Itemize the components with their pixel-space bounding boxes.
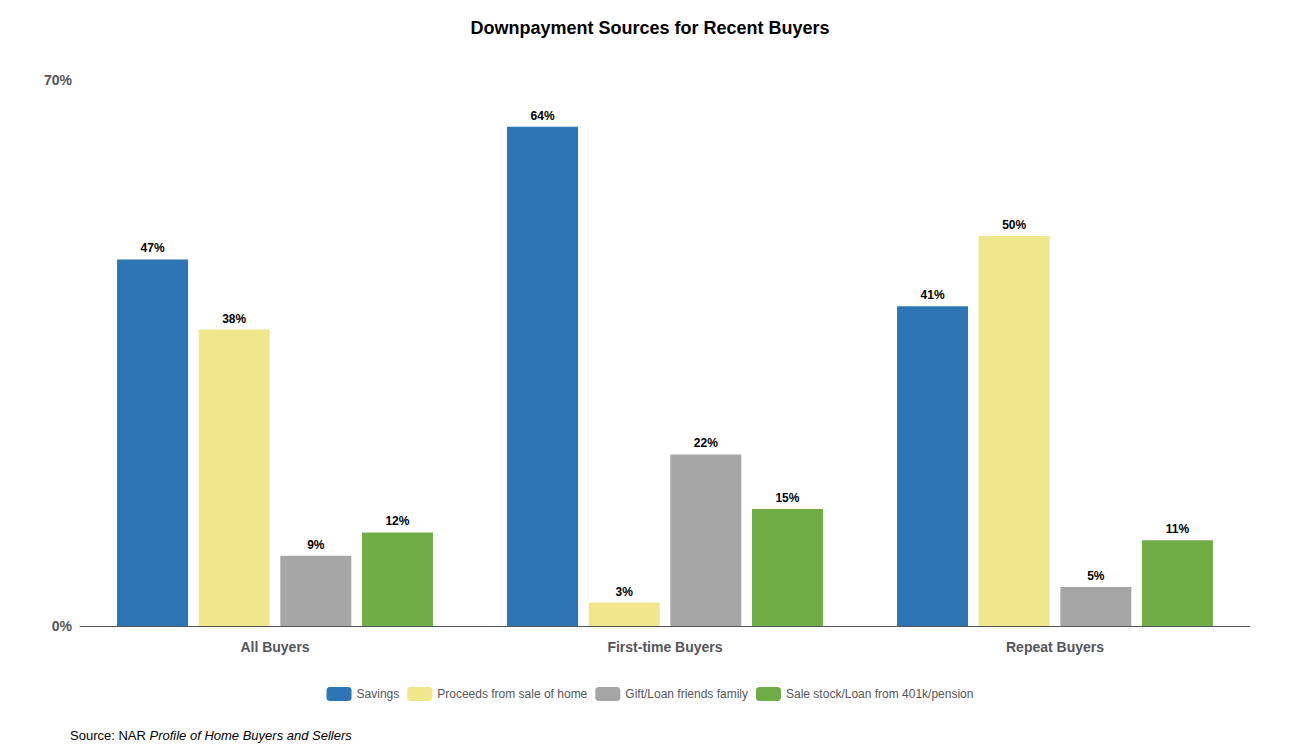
svg-text:41%: 41% [921, 288, 945, 302]
svg-text:5%: 5% [1087, 569, 1105, 583]
svg-text:15%: 15% [775, 491, 799, 505]
svg-text:Sale stock/Loan from 401k/pens: Sale stock/Loan from 401k/pension [786, 687, 973, 701]
svg-text:9%: 9% [307, 538, 325, 552]
svg-text:All Buyers: All Buyers [240, 639, 309, 655]
svg-text:Proceeds from sale of home: Proceeds from sale of home [437, 687, 587, 701]
svg-text:50%: 50% [1002, 218, 1026, 232]
svg-text:0%: 0% [52, 618, 73, 634]
svg-text:22%: 22% [694, 436, 718, 450]
svg-text:Source: NAR: Source: NAR [70, 728, 149, 743]
svg-text:First-time Buyers: First-time Buyers [607, 639, 722, 655]
svg-text:Repeat Buyers: Repeat Buyers [1006, 639, 1104, 655]
svg-text:12%: 12% [385, 514, 409, 528]
svg-text:11%: 11% [1166, 522, 1190, 536]
svg-text:47%: 47% [141, 241, 165, 255]
svg-text:Profile of Home Buyers and Sel: Profile of Home Buyers and Sellers [149, 728, 352, 743]
svg-text:38%: 38% [222, 312, 246, 326]
svg-text:Downpayment Sources for Recent: Downpayment Sources for Recent Buyers [470, 18, 829, 38]
svg-text:64%: 64% [531, 109, 555, 123]
svg-text:Gift/Loan friends family: Gift/Loan friends family [625, 687, 748, 701]
svg-text:70%: 70% [44, 72, 73, 88]
svg-text:Savings: Savings [357, 687, 400, 701]
svg-text:3%: 3% [616, 585, 634, 599]
